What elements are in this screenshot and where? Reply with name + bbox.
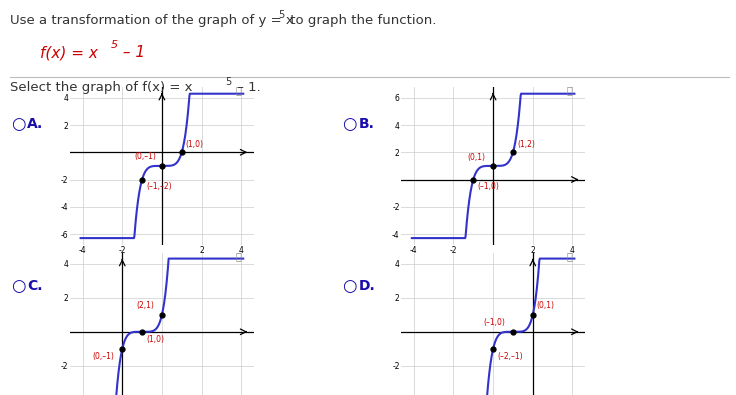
Text: (–1,0): (–1,0) [484, 318, 505, 327]
Text: (1,0): (1,0) [185, 140, 204, 149]
Text: to graph the function.: to graph the function. [286, 14, 436, 27]
Text: (1,2): (1,2) [517, 140, 535, 149]
Text: (1,0): (1,0) [146, 335, 164, 344]
Text: A.: A. [27, 117, 43, 132]
Text: D.: D. [358, 279, 375, 293]
Text: f(x) = x: f(x) = x [40, 45, 99, 60]
Text: 5: 5 [110, 40, 118, 50]
Text: (0,1): (0,1) [467, 153, 485, 162]
Text: ○: ○ [342, 277, 357, 295]
Text: (0,–1): (0,–1) [93, 352, 114, 361]
Text: ○: ○ [11, 115, 26, 134]
Text: C.: C. [27, 279, 43, 293]
Text: (–1,0): (–1,0) [477, 182, 499, 191]
Text: 5: 5 [225, 77, 231, 87]
Text: 🔍: 🔍 [567, 86, 573, 96]
Text: 🔍: 🔍 [567, 252, 573, 261]
Text: 🔍: 🔍 [236, 86, 241, 96]
Text: (–1,–2): (–1,–2) [146, 182, 171, 191]
Text: B.: B. [358, 117, 375, 132]
Text: (0,1): (0,1) [537, 301, 555, 310]
Text: (–2,–1): (–2,–1) [497, 352, 523, 361]
Text: – 1.: – 1. [233, 81, 261, 94]
Text: 🔍: 🔍 [236, 252, 241, 261]
Text: 5: 5 [278, 10, 284, 20]
Text: Select the graph of f(x) = x: Select the graph of f(x) = x [10, 81, 192, 94]
Text: ○: ○ [11, 277, 26, 295]
Text: – 1: – 1 [118, 45, 146, 60]
Text: (0,–1): (0,–1) [134, 152, 156, 161]
Text: (2,1): (2,1) [136, 301, 154, 310]
Text: Use a transformation of the graph of y = x: Use a transformation of the graph of y =… [10, 14, 294, 27]
Text: ○: ○ [342, 115, 357, 134]
